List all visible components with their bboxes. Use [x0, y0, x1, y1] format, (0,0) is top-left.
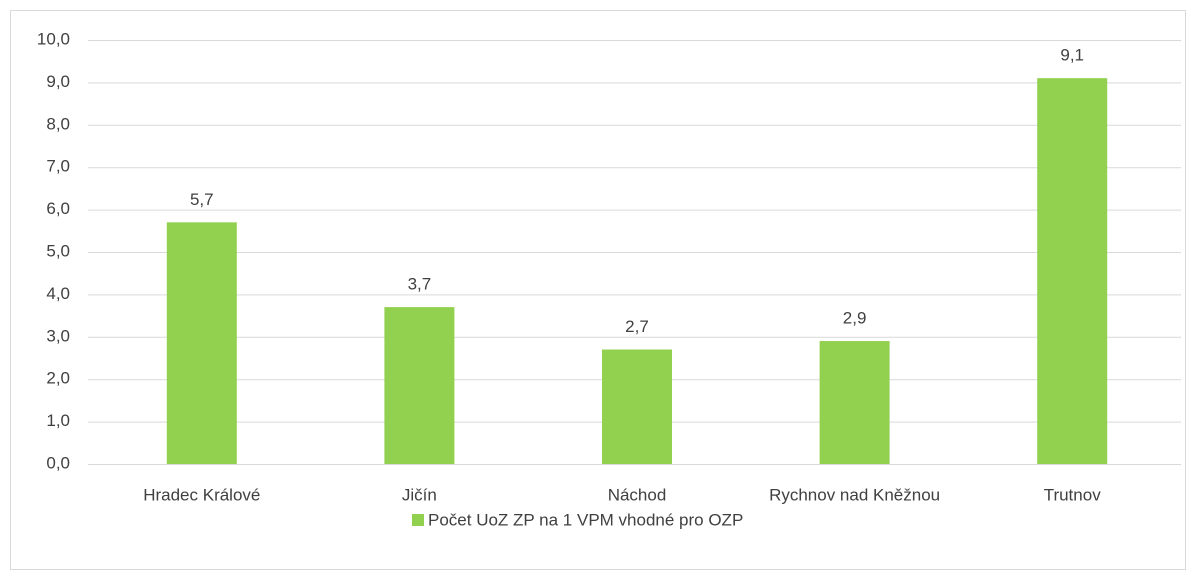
- data-label: 5,7: [190, 190, 214, 209]
- bar: [166, 222, 237, 464]
- x-tick-label: Náchod: [608, 485, 667, 504]
- bar: [384, 307, 455, 464]
- bar: [819, 341, 890, 464]
- y-tick-label: 1,0: [46, 411, 70, 430]
- x-tick-label: Trutnov: [1044, 485, 1102, 504]
- data-label: 9,1: [1060, 46, 1084, 65]
- y-tick-label: 10,0: [37, 29, 70, 48]
- x-tick-label: Rychnov nad Kněžnou: [769, 485, 940, 504]
- y-tick-label: 3,0: [46, 326, 70, 345]
- y-tick-label: 2,0: [46, 369, 70, 388]
- data-label: 3,7: [408, 275, 432, 294]
- data-label: 2,7: [625, 317, 649, 336]
- data-label: 2,9: [843, 309, 867, 328]
- bar: [602, 349, 672, 464]
- bar: [1037, 78, 1108, 464]
- x-tick-label: Hradec Králové: [143, 485, 260, 504]
- y-tick-label: 5,0: [46, 241, 70, 260]
- x-tick-label: Jičín: [402, 485, 437, 504]
- legend-label: Počet UoZ ZP na 1 VPM vhodné pro OZP: [428, 510, 743, 529]
- y-tick-label: 9,0: [46, 72, 70, 91]
- y-tick-label: 8,0: [46, 114, 70, 133]
- y-tick-label: 7,0: [46, 157, 70, 176]
- y-tick-label: 6,0: [46, 199, 70, 218]
- y-tick-label: 0,0: [46, 453, 70, 472]
- legend-swatch: [412, 514, 424, 526]
- y-tick-label: 4,0: [46, 284, 70, 303]
